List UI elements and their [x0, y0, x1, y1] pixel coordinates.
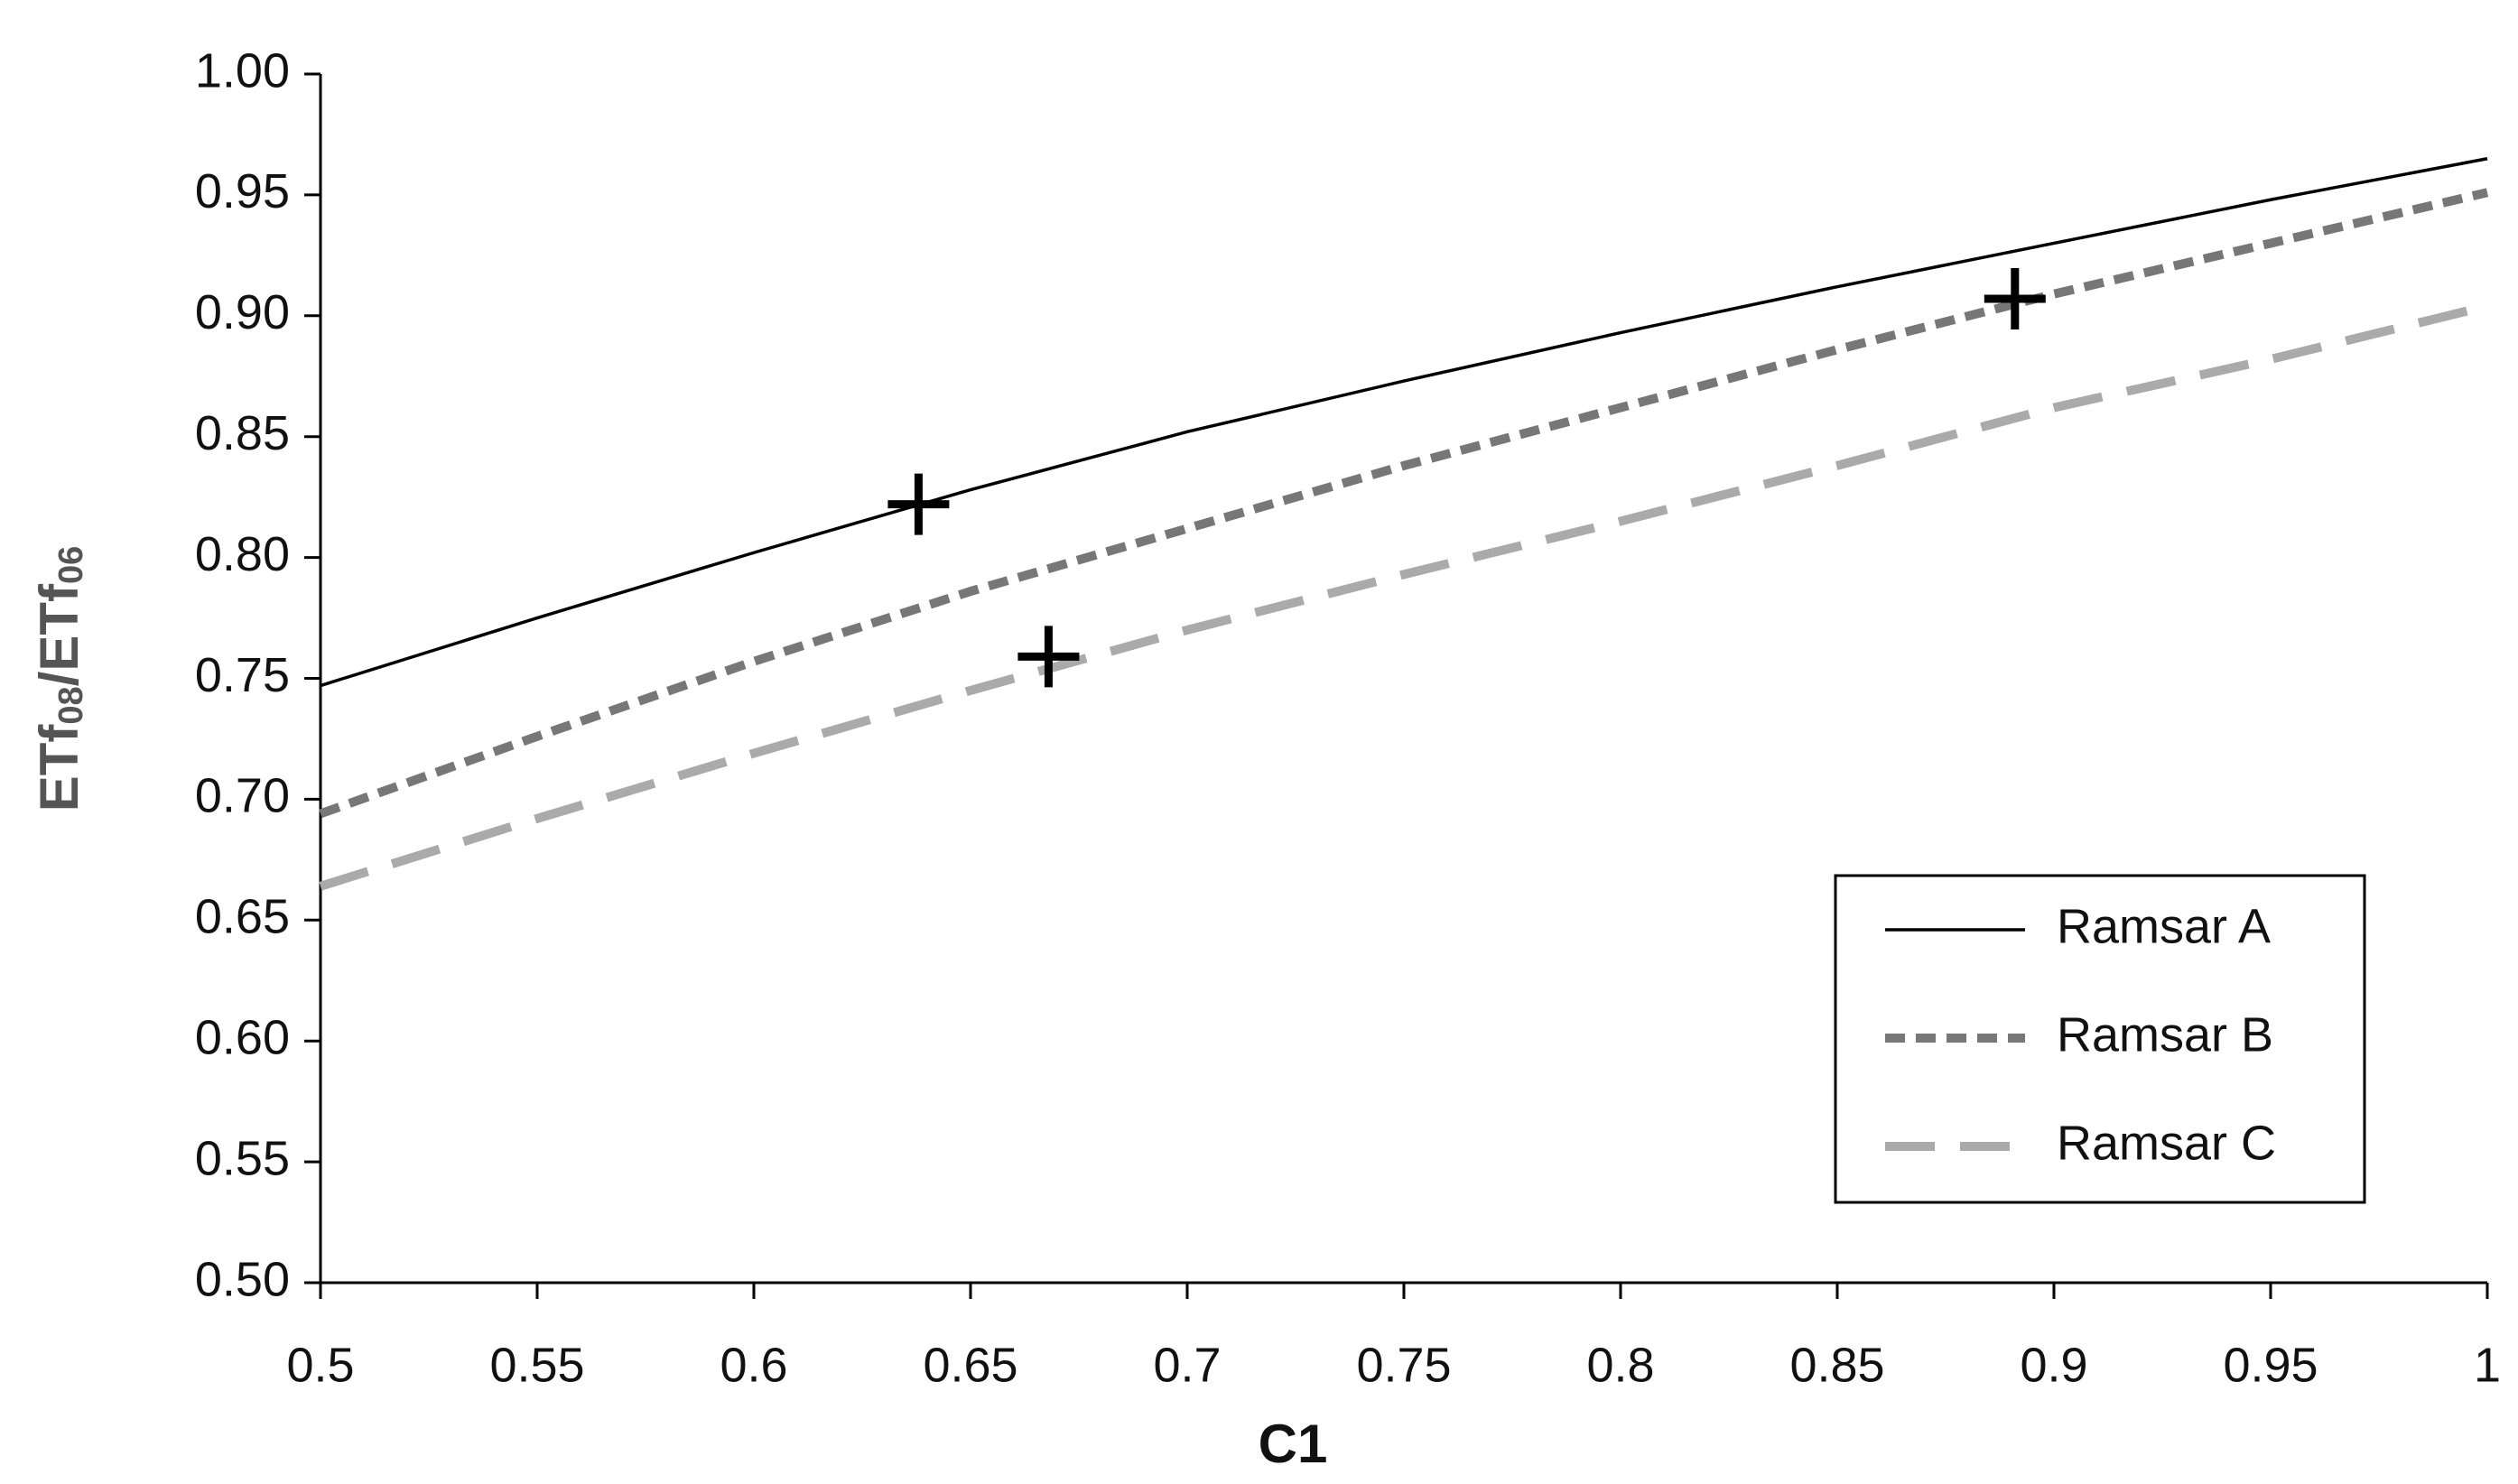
x-tick-label: 0.5	[286, 1338, 354, 1392]
y-tick-label: 0.90	[195, 285, 290, 339]
x-tick-label: 0.85	[1789, 1338, 1884, 1392]
y-tick-label: 0.80	[195, 527, 290, 581]
y-tick-label: 0.70	[195, 769, 290, 823]
legend-label: Ramsar B	[2057, 1007, 2273, 1062]
y-axis-label-part: 06	[52, 546, 90, 584]
x-tick-label: 0.7	[1153, 1338, 1221, 1392]
series-line	[320, 157, 2488, 688]
plus-marker	[1017, 626, 1080, 688]
y-tick-label: 0.75	[195, 648, 290, 702]
y-tick-label: 1.00	[195, 43, 290, 97]
y-axis-label: ETf08/ETf06	[29, 546, 91, 812]
x-tick-label: 0.65	[923, 1338, 1017, 1392]
x-tick-label: 1	[2474, 1338, 2501, 1392]
y-tick-label: 0.50	[195, 1252, 290, 1306]
legend-label: Ramsar C	[2057, 1116, 2276, 1170]
plus-marker	[887, 473, 950, 535]
series-line	[319, 301, 2489, 891]
x-tick-label: 0.95	[2223, 1338, 2318, 1392]
y-axis-label-part: /ETf	[29, 583, 89, 686]
x-tick-label: 0.9	[2020, 1338, 2087, 1392]
y-tick-label: 0.85	[195, 406, 290, 460]
x-tick-label: 0.8	[1586, 1338, 1654, 1392]
x-tick-label: 0.75	[1356, 1338, 1451, 1392]
y-axis-label-part: 08	[52, 686, 90, 724]
y-tick-label: 0.55	[195, 1131, 290, 1185]
plus-marker	[1984, 268, 2046, 330]
legend-label: Ramsar A	[2057, 899, 2271, 953]
x-tick-label: 0.55	[489, 1338, 584, 1392]
y-axis-label-part: ETf	[29, 724, 89, 812]
x-axis-label: C1	[1259, 1414, 1328, 1474]
y-tick-label: 0.95	[195, 164, 290, 218]
y-tick-label: 0.65	[195, 890, 290, 944]
series-line	[319, 188, 2489, 819]
x-tick-label: 0.6	[720, 1338, 787, 1392]
y-tick-label: 0.60	[195, 1010, 290, 1064]
